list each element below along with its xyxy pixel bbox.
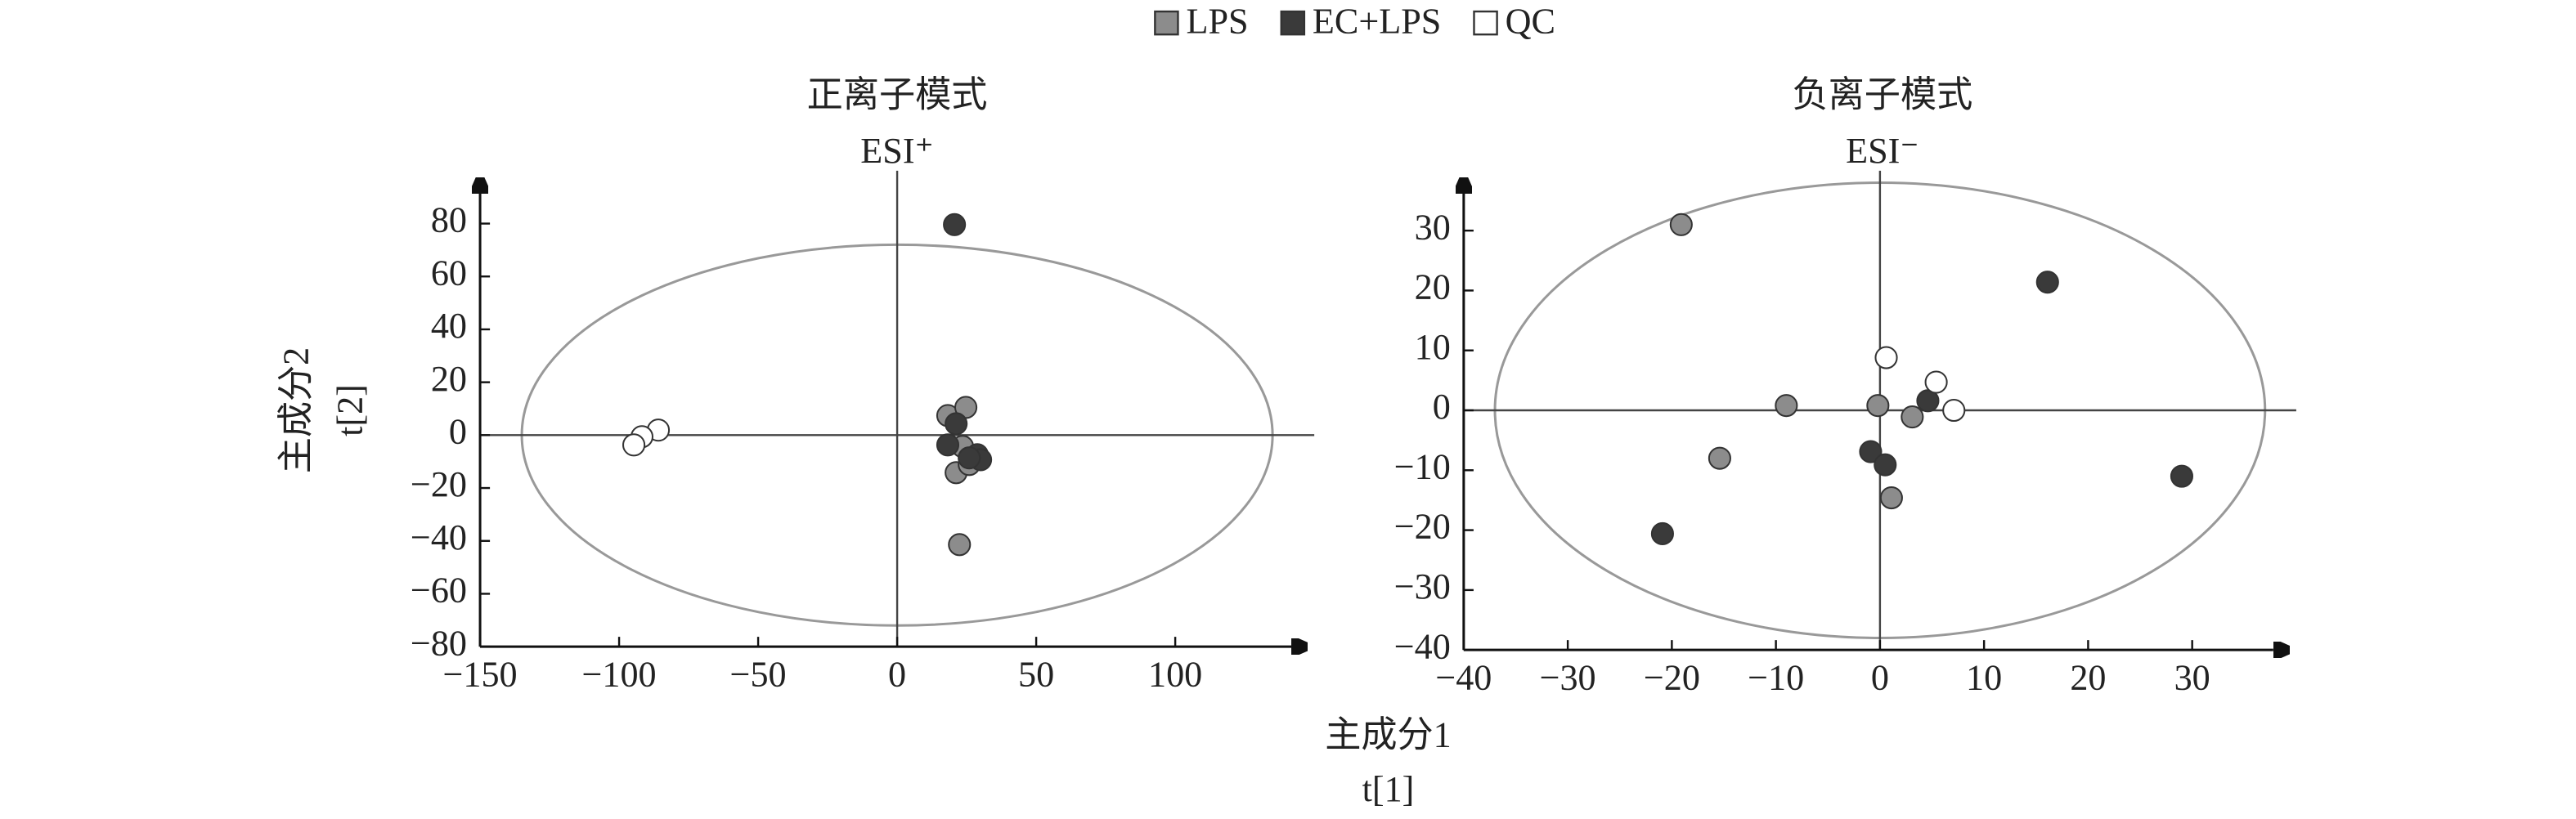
x-tick-label: −150 (442, 654, 517, 694)
legend-swatch (1473, 10, 1498, 36)
y-axis-label: 主成分2 (276, 347, 316, 474)
x-tick-label: 10 (1966, 657, 2002, 697)
x-tick-label: −50 (730, 654, 787, 694)
data-point (1650, 521, 1674, 546)
x-axis-symbol: t[1] (1362, 769, 1415, 809)
x-tick-label: 0 (888, 654, 906, 694)
chart-subtitle: ESI⁺ (860, 131, 934, 171)
data-point (622, 433, 646, 457)
data-point (2170, 464, 2193, 488)
y-tick-label: 40 (431, 306, 467, 346)
y-tick-label: 20 (1415, 267, 1451, 307)
y-tick-label: −10 (1394, 446, 1451, 486)
data-point (1775, 394, 1798, 418)
legend-label: EC+LPS (1313, 1, 1441, 41)
y-tick-label: 0 (449, 411, 467, 451)
y-tick-label: 10 (1415, 327, 1451, 367)
y-tick-label: −20 (411, 464, 467, 504)
y-tick-label: 80 (431, 200, 467, 240)
x-tick-label: 20 (2070, 657, 2106, 697)
x-tick-label: −20 (1644, 657, 1700, 697)
data-point (1669, 213, 1693, 236)
y-tick-label: 30 (1415, 207, 1451, 247)
x-tick-label: 30 (2174, 657, 2210, 697)
y-tick-label: 60 (431, 253, 467, 293)
x-tick-label: −30 (1540, 657, 1596, 697)
x-axis-label: 主成分1 (1325, 715, 1452, 755)
data-point (1879, 486, 1903, 510)
chart-title: 正离子模式 (807, 75, 988, 115)
y-tick-label: −40 (411, 517, 467, 557)
y-tick-label: −60 (411, 571, 467, 611)
x-tick-label: −40 (1435, 657, 1492, 697)
y-tick-label: −20 (1394, 507, 1451, 547)
data-point (1708, 446, 1731, 470)
y-tick-label: −80 (411, 623, 467, 663)
legend-label: LPS (1187, 1, 1249, 41)
data-point (943, 213, 967, 236)
x-tick-label: −10 (1748, 657, 1804, 697)
data-point (1942, 398, 1966, 423)
data-point (2035, 271, 2059, 294)
x-tick-label: −100 (581, 654, 656, 694)
data-point (1866, 394, 1890, 418)
data-point (1901, 405, 1924, 429)
y-tick-label: 0 (1433, 387, 1451, 427)
data-point (1924, 370, 1948, 394)
legend-label: QC (1506, 1, 1555, 41)
x-tick-label: 100 (1148, 654, 1202, 694)
data-point (1874, 346, 1898, 369)
y-tick-label: −30 (1394, 566, 1451, 606)
data-point (936, 433, 960, 457)
chart-subtitle: ESI⁻ (1846, 131, 1919, 171)
legend-swatch (1154, 10, 1179, 36)
x-tick-label: 0 (1871, 657, 1889, 697)
legend-swatch (1280, 10, 1306, 36)
chart-title: 负离子模式 (1793, 75, 1973, 115)
data-point (958, 446, 981, 470)
x-tick-label: 50 (1018, 654, 1054, 694)
legend: LPS EC+LPS QC (1154, 1, 1555, 41)
y-tick-label: 20 (431, 359, 467, 399)
data-point (1859, 440, 1883, 463)
data-point (948, 533, 972, 557)
data-point (945, 412, 968, 436)
y-axis-symbol: t[2] (330, 384, 370, 436)
data-point (1874, 453, 1897, 477)
y-tick-label: −40 (1394, 626, 1451, 666)
